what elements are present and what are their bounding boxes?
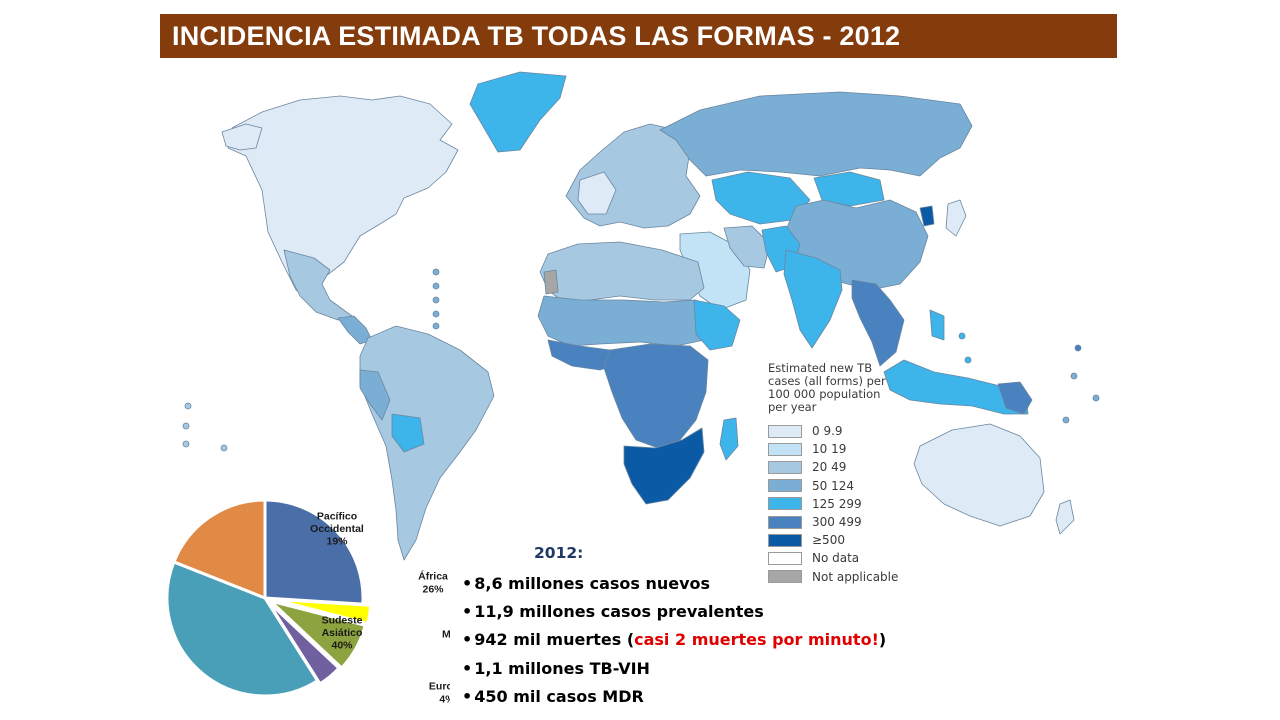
map-iran	[723, 225, 771, 269]
map-legend: Estimated new TB cases (all forms) per 1…	[768, 362, 928, 586]
map-southern-africa	[623, 427, 705, 505]
map-australia	[913, 423, 1045, 527]
legend-title-line: 100 000 population	[768, 387, 881, 401]
legend-swatch	[768, 497, 802, 511]
map-japan	[945, 199, 967, 237]
map-peru	[359, 369, 391, 421]
pie-label: Europa4%	[429, 681, 450, 706]
legend-label: No data	[812, 551, 860, 566]
map-island	[958, 332, 966, 340]
map-western-sahara	[543, 269, 559, 295]
pie-slice	[269, 599, 368, 671]
map-island	[184, 402, 192, 410]
map-indochina	[851, 279, 905, 367]
legend-title-line: per year	[768, 400, 817, 414]
world-map	[182, 71, 1100, 561]
map-island	[432, 322, 440, 330]
legend-rows: 0 9.9 10 19 20 49 50 124 125 299 300 499 ≥500 N…	[768, 422, 928, 586]
legend-label: 10 19	[812, 442, 847, 457]
legend-item: ≥500	[768, 531, 928, 549]
legend-swatch	[768, 515, 802, 529]
legend-label: 0 9.9	[812, 424, 843, 439]
map-island	[964, 356, 972, 364]
map-island	[432, 296, 440, 304]
legend-item: 0 9.9	[768, 422, 928, 440]
stat-deaths-pre: 942 mil muertes (	[474, 630, 635, 650]
map-mongolia	[813, 171, 885, 207]
pie-label: Sudeste Asiático 40%	[322, 614, 363, 651]
legend-title-line: Estimated new TB	[768, 361, 873, 375]
pie-slice	[171, 498, 267, 601]
map-india	[783, 249, 843, 349]
map-island	[432, 310, 440, 318]
legend-label: 125 299	[812, 496, 862, 511]
map-horn-of-africa	[693, 299, 741, 351]
legend-swatch	[768, 442, 802, 456]
legend-item: No data	[768, 549, 928, 567]
legend-swatch	[768, 551, 802, 565]
map-island	[1070, 372, 1078, 380]
map-island	[220, 444, 228, 452]
legend-label: ≥500	[812, 533, 845, 548]
map-central-africa	[603, 343, 709, 449]
pie-label: Pacífico Occidental 19%	[310, 510, 364, 547]
legend-item: 125 299	[768, 495, 928, 513]
legend-label: 300 499	[812, 515, 862, 530]
map-papua	[997, 381, 1033, 415]
legend-swatch	[768, 460, 802, 474]
map-alaska	[221, 123, 263, 151]
legend-item: 300 499	[768, 513, 928, 531]
stat-new-cases: 8,6 millones casos nuevos	[462, 574, 886, 602]
stats-year: 2012:	[534, 544, 584, 562]
map-north-africa	[539, 241, 705, 305]
pie-label: África 26%	[418, 570, 448, 596]
legend-swatch	[768, 533, 802, 547]
map-madagascar	[719, 417, 739, 461]
legend-title-line: cases (all forms) per	[768, 374, 886, 388]
map-island	[182, 440, 190, 448]
map-sahel	[537, 295, 717, 347]
legend-swatch	[768, 424, 802, 438]
map-bolivia	[391, 413, 425, 453]
stats-list: 8,6 millones casos nuevos 11,9 millones …	[462, 574, 886, 715]
map-north-korea	[919, 205, 935, 227]
stat-deaths-post: )	[878, 630, 887, 650]
map-new-zealand	[1055, 499, 1075, 535]
legend-item: 50 124	[768, 477, 928, 495]
map-island	[182, 422, 190, 430]
map-greenland	[469, 71, 567, 153]
slide-title: INCIDENCIA ESTIMADA TB TODAS LAS FORMAS …	[160, 14, 1117, 58]
map-north-america	[227, 95, 459, 301]
stat-prevalent-cases: 11,9 millones casos prevalentes	[462, 602, 886, 630]
pie-slice	[165, 559, 320, 698]
map-island	[432, 282, 440, 290]
map-philippines	[929, 309, 945, 341]
stat-tb-hiv: 1,1 millones TB-VIH	[462, 659, 886, 687]
legend-swatch	[768, 479, 802, 493]
stat-mdr: 450 mil casos MDR	[462, 687, 886, 715]
legend-item: 20 49	[768, 458, 928, 476]
legend-title: Estimated new TB cases (all forms) per 1…	[768, 362, 928, 414]
stat-deaths: 942 mil muertes (casi 2 muertes por minu…	[462, 630, 886, 658]
pie-chart: África26%América3%MediterráneoEste8%Euro…	[165, 498, 450, 706]
map-island	[432, 268, 440, 276]
map-south-america	[359, 325, 495, 561]
pie-slice	[263, 498, 365, 606]
map-russia	[659, 91, 973, 177]
map-island	[1062, 416, 1070, 424]
stat-deaths-highlight: casi 2 muertes por minuto!	[634, 630, 879, 650]
map-island	[1074, 344, 1082, 352]
legend-item: 10 19	[768, 440, 928, 458]
pie-label: MediterráneoEste8%	[442, 628, 450, 665]
pie-slice	[266, 599, 342, 686]
map-indonesia	[883, 359, 1029, 415]
legend-label: 50 124	[812, 478, 854, 493]
pie-slice	[272, 597, 373, 626]
map-island	[1092, 394, 1100, 402]
map-western-europe	[577, 171, 617, 215]
legend-label: 20 49	[812, 460, 847, 475]
